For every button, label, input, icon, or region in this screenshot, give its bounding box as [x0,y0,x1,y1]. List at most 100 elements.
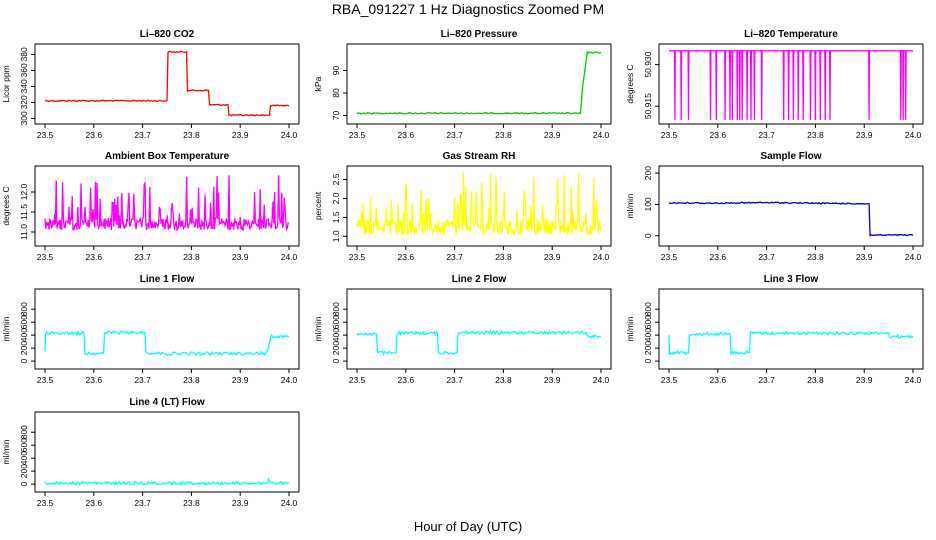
x-tick-label: 23.7 [446,130,463,140]
x-tick-label: 23.6 [710,375,727,385]
y-axis-label: kPa [313,76,323,91]
panels: Li–820 CO2 Licor ppm 23.5 23.6 23.7 23.8 23.9 2… [1,29,924,508]
y-tick-label: 800 [643,302,653,316]
y-tick-label: 600 [19,315,29,329]
x-tick-label: 23.7 [446,375,463,385]
y-axis-label: ml/min [625,193,635,218]
x-tick-label: 23.9 [544,252,561,262]
y-tick-label: 200 [19,464,29,478]
x-tick-label: 24.0 [281,130,298,140]
y-tick-label: 800 [331,302,341,316]
x-tick-label: 23.8 [183,252,200,262]
series-line [44,50,290,117]
x-tick-label: 23.6 [86,252,103,262]
plot-frame [346,43,612,125]
y-axis-label: ml/min [625,316,635,341]
y-tick-label: 90 [331,66,341,76]
x-tick-label: 23.8 [807,252,824,262]
panel-title: Gas Stream RH [443,151,516,162]
y-tick-label: 600 [643,315,653,329]
panel-6: Line 1 Flow ml/min 23.5 23.6 23.7 23.8 23.9 24.… [1,274,300,385]
y-axis-label: ml/min [1,439,11,464]
y-tick-label: 80 [331,88,341,98]
plot-frame [34,288,300,370]
x-tick-label: 23.9 [232,375,249,385]
y-axis-label: degrees C [625,64,635,103]
series-line [668,201,914,237]
x-tick-label: 23.9 [544,375,561,385]
x-tick-label: 23.8 [183,130,200,140]
y-tick-label: 380 [19,47,29,61]
panel-9: Line 4 (LT) Flow ml/min 23.5 23.6 23.7 23.8 23… [1,397,300,508]
y-tick-label: 200 [643,341,653,355]
y-tick-label: 0 [643,233,653,238]
y-tick-label: 400 [19,328,29,342]
y-tick-label: 0 [19,481,29,486]
panel-title: Line 4 (LT) Flow [129,397,205,408]
y-tick-label: 1.5 [331,211,341,223]
series-line [356,50,602,115]
x-tick-label: 23.7 [758,130,775,140]
x-tick-label: 23.7 [758,252,775,262]
series-line [44,477,290,487]
x-tick-label: 24.0 [905,130,922,140]
panel-title: Line 2 Flow [452,274,507,285]
x-tick-label: 23.5 [661,130,678,140]
x-tick-label: 23.6 [710,252,727,262]
x-tick-label: 23.8 [807,375,824,385]
x-tick-label: 23.9 [232,130,249,140]
y-tick-label: 400 [331,328,341,342]
x-tick-label: 23.6 [86,375,103,385]
x-tick-label: 24.0 [281,375,298,385]
x-tick-label: 23.5 [661,375,678,385]
panel-title: Sample Flow [760,151,821,162]
y-tick-label: 320 [19,95,29,109]
panel-7: Line 2 Flow ml/min 23.5 23.6 23.7 23.8 23.9 24.… [313,274,612,385]
series-line [356,329,602,356]
y-tick-label: 50.930 [643,51,653,77]
panel-title: Li–820 CO2 [140,29,195,40]
x-tick-label: 23.8 [183,498,200,508]
plot-frame [658,43,924,125]
y-axis-label: Licor ppm [1,65,11,102]
x-tick-label: 23.8 [495,252,512,262]
y-tick-label: 400 [19,451,29,465]
plot-frame [34,165,300,247]
x-tick-label: 23.7 [446,252,463,262]
x-tick-label: 23.7 [134,375,151,385]
panel-title: Li–820 Temperature [744,29,838,40]
y-tick-label: 360 [19,63,29,77]
y-axis-label: degrees C [1,186,11,225]
panel-title: Li–820 Pressure [441,29,518,40]
plot-frame [34,43,300,125]
series-line [44,175,289,232]
panel-8: Line 3 Flow ml/min 23.5 23.6 23.7 23.8 23.9 24.… [625,274,924,385]
series-line [668,330,914,357]
x-tick-label: 23.6 [710,130,727,140]
series-line [44,329,290,356]
x-tick-label: 23.5 [37,130,54,140]
x-tick-label: 23.5 [661,252,678,262]
x-tick-label: 23.6 [398,252,415,262]
panel-1: Li–820 Pressure kPa 23.5 23.6 23.7 23.8 23.9 24… [313,29,612,140]
x-tick-label: 23.7 [134,498,151,508]
x-tick-label: 24.0 [905,252,922,262]
plot-frame [34,411,300,493]
y-tick-label: 800 [19,302,29,316]
y-tick-label: 12.0 [19,183,29,200]
y-tick-label: 70 [331,111,341,121]
y-tick-label: 600 [19,438,29,452]
x-tick-label: 24.0 [593,252,610,262]
x-tick-label: 23.5 [349,375,366,385]
x-tick-label: 23.5 [37,498,54,508]
y-tick-label: 0 [331,358,341,363]
plot-frame [658,165,924,247]
y-tick-label: 400 [643,328,653,342]
panel-2: Li–820 Temperature degrees C 23.5 23.6 23.7 2… [625,29,924,140]
y-tick-label: 11.0 [19,224,29,240]
x-tick-label: 24.0 [905,375,922,385]
panel-title: Line 1 Flow [140,274,195,285]
x-axis-label: Hour of Day (UTC) [414,519,522,534]
y-tick-label: 0 [19,358,29,363]
